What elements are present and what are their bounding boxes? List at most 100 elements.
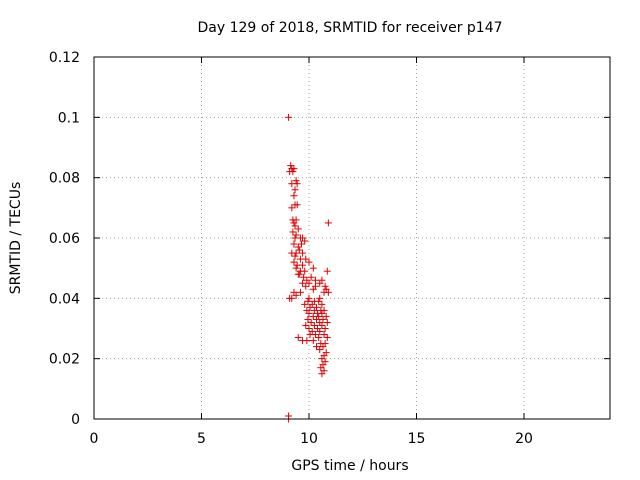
data-point [301, 267, 309, 275]
data-point [286, 168, 294, 176]
y-tick-label: 0.12 [49, 50, 80, 66]
data-point [290, 192, 298, 200]
data-point [305, 279, 313, 287]
data-point [313, 315, 321, 323]
data-point [307, 273, 315, 281]
data-point [292, 291, 300, 299]
data-point [324, 288, 332, 296]
data-point [303, 337, 311, 345]
data-point [299, 261, 307, 269]
data-point [307, 318, 315, 326]
x-tick-label: 15 [408, 431, 426, 447]
data-point [310, 306, 318, 314]
data-point [313, 343, 321, 351]
data-point [323, 318, 331, 326]
data-point [292, 231, 300, 239]
data-point [309, 337, 317, 345]
data-point [318, 309, 326, 317]
data-point [302, 321, 310, 329]
data-point [319, 315, 327, 323]
data-point [316, 294, 324, 302]
data-point [294, 243, 302, 251]
data-point [290, 219, 298, 227]
data-point [292, 264, 300, 272]
data-point [305, 325, 313, 332]
data-point [299, 249, 307, 257]
y-tick-label: 0.08 [49, 171, 80, 187]
data-point [310, 321, 318, 329]
y-tick-label: 0.1 [58, 110, 80, 126]
data-point [317, 364, 325, 372]
data-point [289, 228, 297, 236]
x-tick-label: 5 [197, 431, 206, 447]
data-point [315, 334, 323, 342]
data-point [318, 321, 326, 329]
data-point [299, 279, 307, 287]
x-axis-title: GPS time / hours [291, 458, 408, 474]
data-point [315, 297, 323, 305]
data-point [323, 334, 331, 342]
grid [94, 57, 610, 419]
data-point [316, 346, 324, 354]
y-tick-label: 0.02 [49, 352, 80, 368]
data-point [318, 355, 326, 363]
data-point [309, 264, 317, 272]
data-point [319, 343, 327, 351]
chart-title: Day 129 of 2018, SRMTID for receiver p14… [197, 20, 502, 36]
data-point [306, 331, 314, 339]
data-point [288, 204, 296, 212]
data-point [292, 249, 300, 257]
data-point [320, 331, 328, 339]
data-point [321, 282, 329, 290]
data-point [301, 300, 309, 308]
data-point [305, 294, 313, 302]
data-point [302, 282, 310, 290]
data-point [296, 288, 304, 296]
y-tick-label: 0.06 [49, 231, 80, 247]
data-point [295, 246, 303, 254]
data-point [324, 219, 332, 227]
x-tick-label: 0 [90, 431, 99, 447]
data-point [288, 294, 296, 302]
data-point [318, 300, 326, 308]
data-point [300, 273, 308, 281]
tick-labels: 0 5 10 15 20 0 0.02 0.04 0.06 0.08 0.1 0.12 [49, 50, 533, 447]
plot-frame [93, 56, 611, 420]
data-point [311, 276, 319, 284]
y-axis-title: SRMTID / TECUs [8, 182, 24, 295]
data-point [306, 303, 314, 311]
data-point [290, 258, 298, 266]
data-point [304, 315, 312, 323]
data-point [309, 285, 317, 293]
data-point [295, 270, 303, 278]
data-point [285, 113, 293, 121]
data-point [305, 258, 313, 266]
data-point [305, 309, 313, 317]
data-point [294, 334, 302, 342]
data-point [293, 180, 301, 188]
data-point [302, 255, 310, 263]
data-point [323, 267, 331, 275]
data-point [316, 328, 324, 336]
data-point [304, 297, 312, 305]
data-point [318, 370, 326, 378]
x-tick-label: 20 [515, 431, 533, 447]
x-tick-label: 10 [300, 431, 318, 447]
data-point [321, 325, 329, 332]
data-point [301, 237, 309, 245]
data-points [285, 113, 332, 423]
data-point [290, 165, 298, 173]
data-point [322, 312, 330, 320]
data-point [316, 279, 324, 287]
data-point [293, 201, 301, 209]
data-point [291, 186, 299, 194]
data-point [297, 240, 305, 248]
data-point [294, 225, 302, 233]
data-point [287, 162, 295, 170]
y-tick-label: 0 [71, 412, 80, 428]
y-tick-label: 0.04 [49, 291, 80, 307]
data-point [291, 222, 299, 230]
data-point [291, 252, 299, 260]
